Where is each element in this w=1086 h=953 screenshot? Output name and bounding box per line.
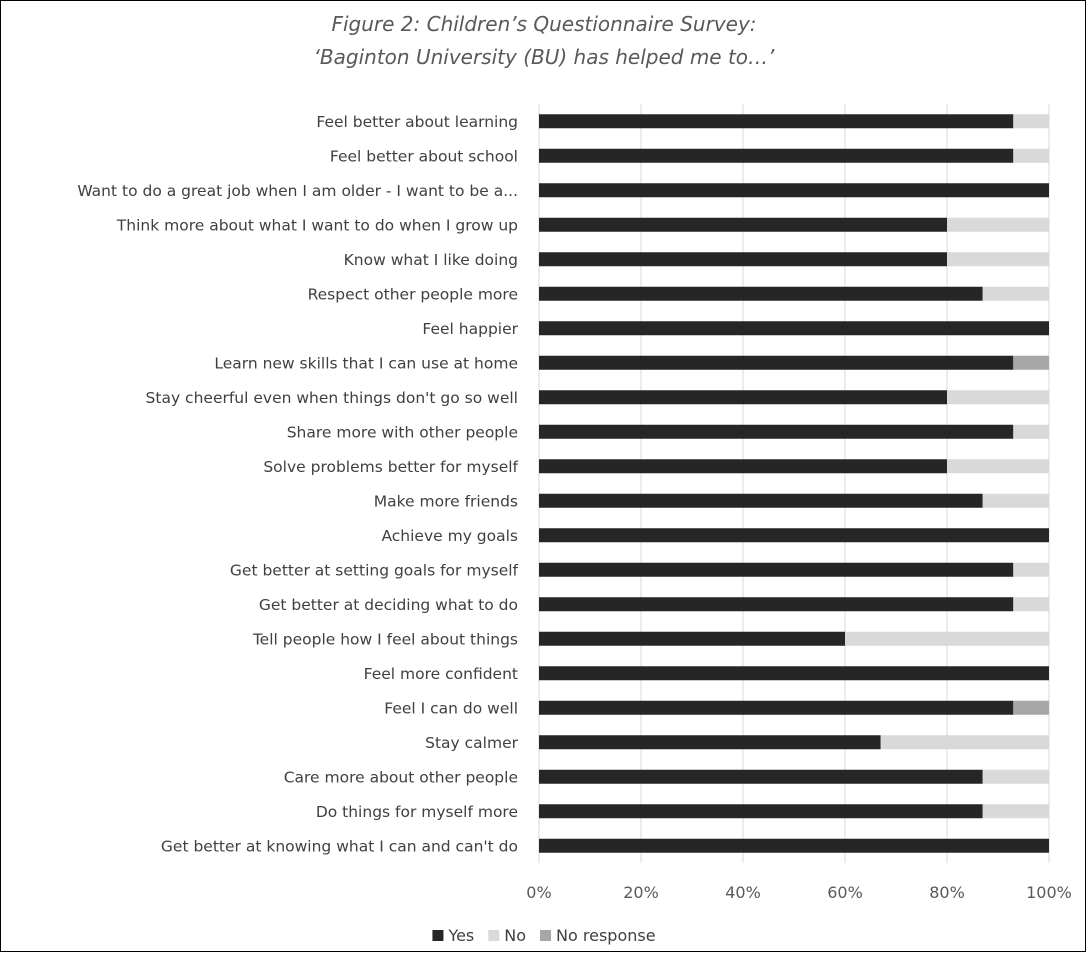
- bar-segment: [539, 459, 947, 474]
- legend-item: Yes: [432, 926, 474, 945]
- bar-segment: [539, 804, 983, 819]
- category-label: Think more about what I want to do when …: [116, 216, 518, 234]
- bar-segment: [1013, 355, 1049, 370]
- bar-segment: [539, 769, 983, 784]
- bar-segment: [1013, 148, 1049, 163]
- legend-item: No: [488, 926, 526, 945]
- x-tick-label: 0%: [526, 883, 551, 902]
- category-label: Learn new skills that I can use at home: [214, 354, 518, 372]
- bar-segment: [982, 493, 1049, 508]
- category-label: Share more with other people: [287, 423, 518, 441]
- category-label: Achieve my goals: [381, 527, 518, 545]
- x-tick-label: 20%: [623, 883, 659, 902]
- bar-segment: [1013, 597, 1049, 612]
- legend-label: No: [504, 926, 526, 945]
- category-label: Get better at deciding what to do: [259, 596, 518, 614]
- legend-swatch: [540, 930, 552, 941]
- category-label: Feel better about school: [330, 147, 518, 165]
- bar-segment: [539, 321, 1049, 336]
- category-label: Get better at knowing what I can and can…: [161, 837, 518, 855]
- bar-segment: [1013, 562, 1049, 577]
- bar-segment: [539, 700, 1014, 715]
- category-labels: Feel better about learning Feel better ab…: [77, 113, 518, 856]
- x-tick-label: 60%: [827, 883, 863, 902]
- category-label: Feel happier: [422, 320, 518, 338]
- bar-segment: [947, 217, 1049, 232]
- bar-segment: [1013, 114, 1049, 129]
- bar-segment: [539, 666, 1049, 681]
- category-label: Respect other people more: [308, 285, 518, 303]
- legend-item: No response: [540, 926, 656, 945]
- bar-segment: [947, 252, 1049, 267]
- bar-segment: [539, 493, 983, 508]
- bar-segment: [982, 804, 1049, 819]
- chart-subtitle: ‘Baginton University (BU) has helped me …: [314, 45, 775, 69]
- bar-segment: [539, 424, 1014, 439]
- legend-label: Yes: [447, 926, 474, 945]
- bar-segment: [1013, 424, 1049, 439]
- category-label: Feel better about learning: [316, 113, 518, 131]
- x-tick-label: 40%: [725, 883, 761, 902]
- category-label: Do things for myself more: [316, 803, 518, 821]
- bar-segment: [539, 217, 947, 232]
- bar-segment: [539, 114, 1014, 129]
- bar-segment: [539, 183, 1049, 198]
- bar-segment: [539, 562, 1014, 577]
- bar-segment: [880, 735, 1049, 750]
- bar-segment: [947, 459, 1049, 474]
- bar-segment: [539, 390, 947, 405]
- bar-segment: [539, 528, 1049, 543]
- bar-segment: [539, 597, 1014, 612]
- bar-segment: [982, 769, 1049, 784]
- legend: Yes No No response: [432, 926, 656, 945]
- x-tick-label: 80%: [929, 883, 965, 902]
- legend-swatch: [432, 930, 444, 941]
- category-label: Solve problems better for myself: [263, 458, 518, 476]
- chart-title: Figure 2: Children’s Questionnaire Surve…: [331, 12, 756, 36]
- bar-segment: [539, 631, 845, 646]
- bar-segment: [539, 355, 1014, 370]
- category-label: Stay calmer: [425, 734, 518, 752]
- category-label: Want to do a great job when I am older -…: [77, 182, 518, 200]
- category-label: Stay cheerful even when things don't go …: [146, 389, 518, 407]
- bar-segment: [982, 286, 1049, 301]
- bar-segment: [1013, 700, 1049, 715]
- x-axis-tick-labels: 0% 20% 40% 60% 80% 100%: [526, 883, 1072, 902]
- bar-segment: [845, 631, 1049, 646]
- category-label: Tell people how I feel about things: [252, 630, 518, 648]
- category-label: Make more friends: [374, 492, 518, 510]
- category-label: Know what I like doing: [344, 251, 518, 269]
- bar-segment: [539, 735, 881, 750]
- category-label: Care more about other people: [284, 768, 518, 786]
- x-tick-label: 100%: [1026, 883, 1072, 902]
- legend-swatch: [488, 930, 500, 941]
- bar-segment: [947, 390, 1049, 405]
- bars: [539, 114, 1049, 853]
- bar-segment: [539, 286, 983, 301]
- category-label: Feel I can do well: [384, 699, 518, 717]
- bar-segment: [539, 838, 1049, 853]
- bar-segment: [539, 148, 1014, 163]
- category-label: Feel more confident: [364, 665, 518, 683]
- category-label: Get better at setting goals for myself: [230, 561, 519, 579]
- bar-segment: [539, 252, 947, 267]
- legend-label: No response: [556, 926, 656, 945]
